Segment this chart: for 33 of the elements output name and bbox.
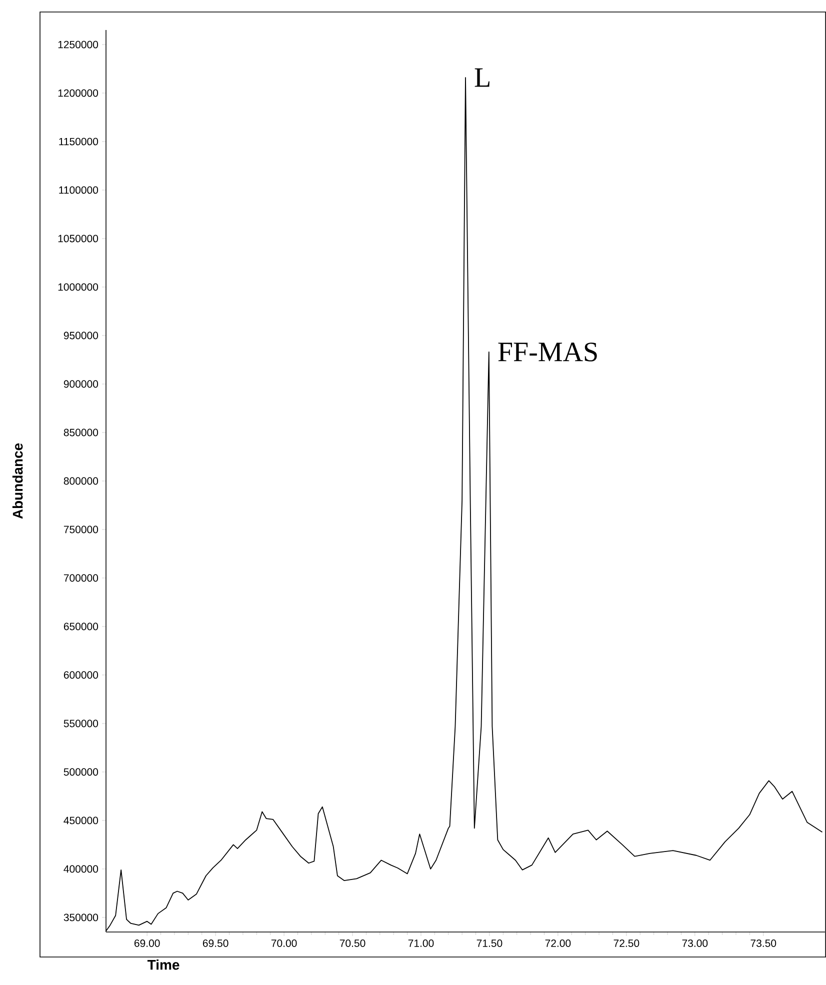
x-tick-label: 73.00 xyxy=(682,940,708,947)
y-tick-label: 650000 xyxy=(64,622,98,630)
x-axis-title: Time xyxy=(147,960,180,970)
y-tick-label: 600000 xyxy=(64,671,98,679)
annotation: L xyxy=(474,68,490,87)
y-axis-title: Abundance xyxy=(12,443,23,519)
x-tick-label: 69.00 xyxy=(134,940,160,947)
y-tick-label: 350000 xyxy=(64,914,98,922)
x-tick-label: 71.00 xyxy=(408,940,434,947)
x-tick-label: 71.50 xyxy=(476,940,502,947)
y-tick-label: 500000 xyxy=(64,768,98,776)
x-tick-label: 73.50 xyxy=(750,940,776,947)
annotation: FF-MAS xyxy=(498,342,597,362)
y-tick-label: 850000 xyxy=(64,428,98,436)
y-tick-label: 1200000 xyxy=(58,89,98,97)
y-tick-label: 1100000 xyxy=(59,186,98,194)
y-tick-label: 550000 xyxy=(64,720,98,728)
x-tick-label: 70.00 xyxy=(271,940,297,947)
y-tick-label: 800000 xyxy=(64,477,98,485)
y-tick-label: 900000 xyxy=(64,380,98,388)
x-tick-label: 70.50 xyxy=(340,940,366,947)
y-tick-label: 700000 xyxy=(64,574,98,582)
y-tick-label: 400000 xyxy=(64,865,98,873)
x-tick-label: 69.50 xyxy=(202,940,228,947)
y-tick-label: 450000 xyxy=(64,816,98,824)
x-tick-label: 72.50 xyxy=(614,940,640,947)
y-tick-label: 1150000 xyxy=(59,138,98,146)
y-tick-label: 1050000 xyxy=(58,234,98,242)
y-tick-label: 1000000 xyxy=(58,283,98,291)
x-tick-label: 72.00 xyxy=(545,940,571,947)
y-tick-label: 750000 xyxy=(64,526,98,534)
y-tick-label: 1250000 xyxy=(58,40,98,48)
y-tick-label: 950000 xyxy=(64,332,98,340)
